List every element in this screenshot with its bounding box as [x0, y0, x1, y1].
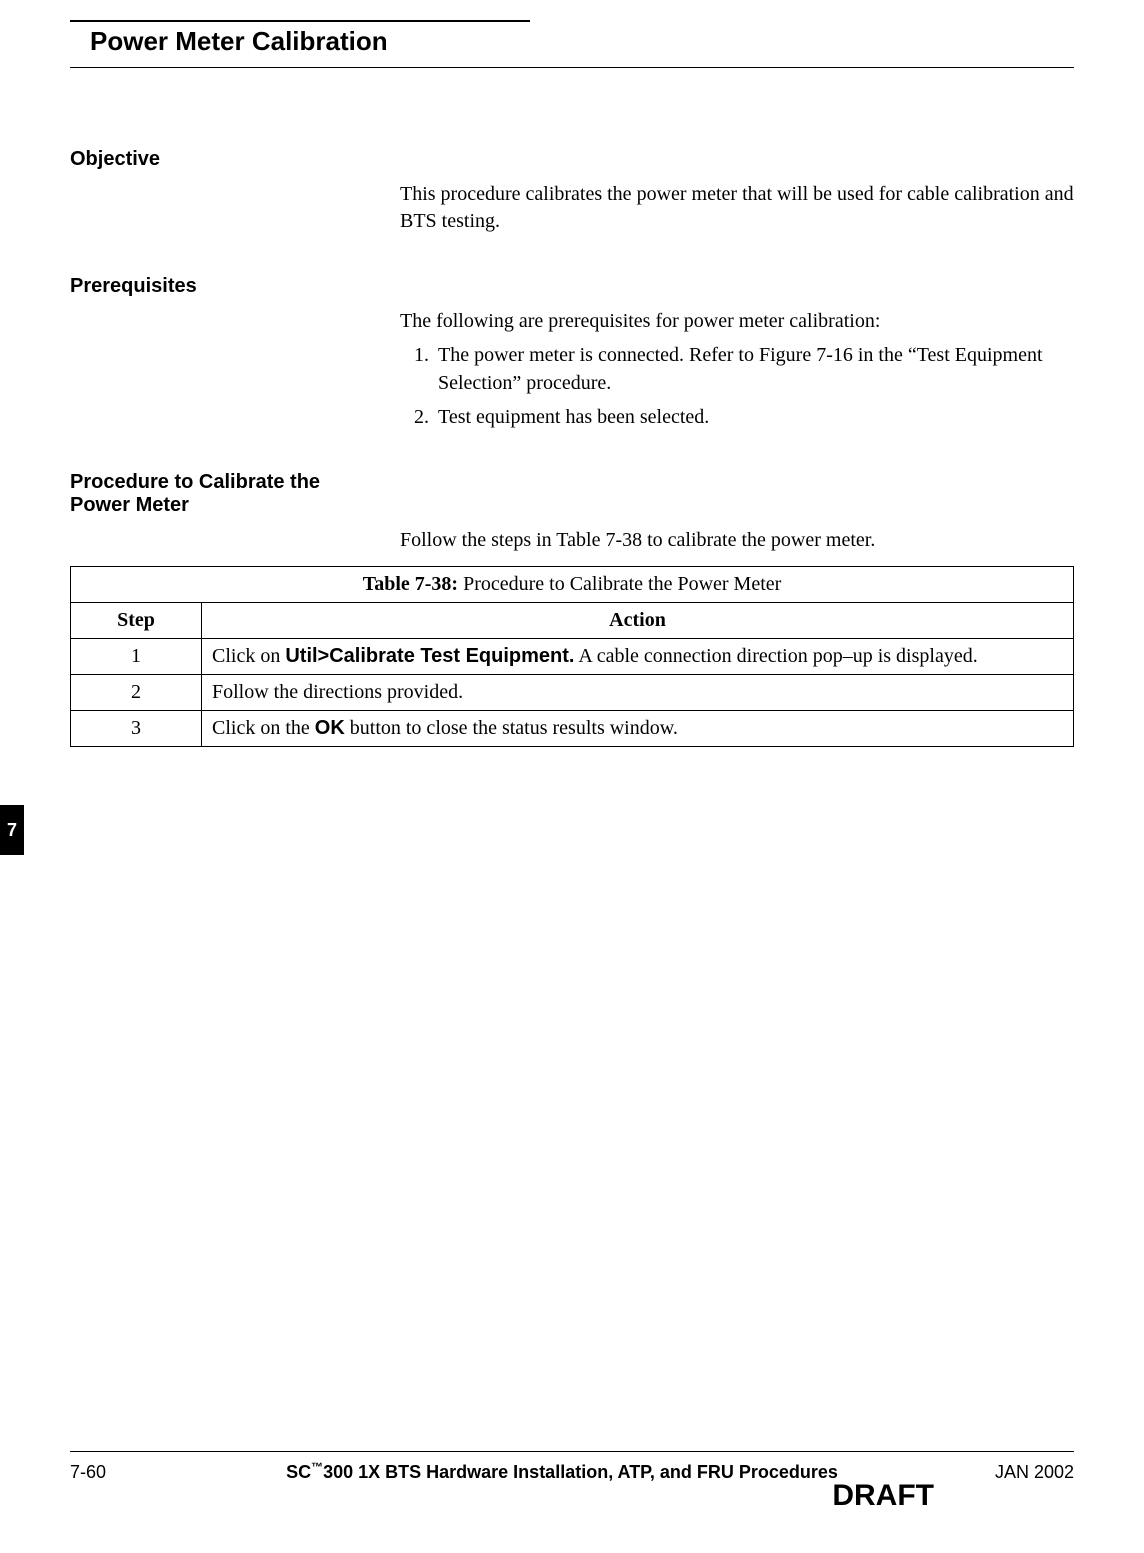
prerequisites-list: The power meter is connected. Refer to F…	[400, 341, 1074, 431]
step-action: Click on the OK button to close the stat…	[202, 711, 1074, 747]
footer-rest: 300 1X BTS Hardware Installation, ATP, a…	[323, 1462, 838, 1482]
step-number: 1	[71, 639, 202, 675]
list-item: The power meter is connected. Refer to F…	[434, 341, 1074, 397]
procedure-table: Table 7-38: Procedure to Calibrate the P…	[70, 566, 1074, 747]
title-rule-full	[70, 67, 1074, 68]
step-action: Follow the directions provided.	[202, 675, 1074, 711]
step-action: Click on Util>Calibrate Test Equipment. …	[202, 639, 1074, 675]
step-number: 2	[71, 675, 202, 711]
list-item: Test equipment has been selected.	[434, 403, 1074, 431]
heading-prerequisites: Prerequisites	[70, 275, 380, 298]
heading-objective: Objective	[70, 148, 380, 171]
table-row: 2 Follow the directions provided.	[71, 675, 1074, 711]
draft-watermark: DRAFT	[70, 1479, 1074, 1513]
footer-prefix: SC	[286, 1462, 311, 1482]
footer-rule	[70, 1451, 1074, 1452]
procedure-intro: Follow the steps in Table 7-38 to calibr…	[400, 527, 1074, 554]
title-rule-short	[70, 20, 530, 22]
table-caption-row: Table 7-38: Procedure to Calibrate the P…	[71, 567, 1074, 603]
page-title: Power Meter Calibration	[90, 26, 1074, 57]
page: Power Meter Calibration Objective This p…	[0, 0, 1144, 1553]
objective-body: This procedure calibrates the power mete…	[400, 181, 1074, 235]
table-header-row: Step Action	[71, 603, 1074, 639]
footer-date: JAN 2002	[964, 1462, 1074, 1483]
col-step: Step	[71, 603, 202, 639]
table-row: 1 Click on Util>Calibrate Test Equipment…	[71, 639, 1074, 675]
chapter-tab: 7	[0, 805, 24, 855]
page-number: 7-60	[70, 1462, 160, 1483]
col-action: Action	[202, 603, 1074, 639]
prerequisites-intro: The following are prerequisites for powe…	[400, 308, 1074, 335]
heading-procedure: Procedure to Calibrate the Power Meter	[70, 471, 380, 517]
table-caption-rest: Procedure to Calibrate the Power Meter	[458, 573, 781, 595]
table-row: 3 Click on the OK button to close the st…	[71, 711, 1074, 747]
page-footer: 7-60 SC™300 1X BTS Hardware Installation…	[70, 1451, 1074, 1513]
step-number: 3	[71, 711, 202, 747]
table-caption: Table 7-38: Procedure to Calibrate the P…	[71, 567, 1074, 603]
table-caption-bold: Table 7-38:	[363, 573, 458, 595]
trademark-icon: ™	[311, 1460, 323, 1474]
